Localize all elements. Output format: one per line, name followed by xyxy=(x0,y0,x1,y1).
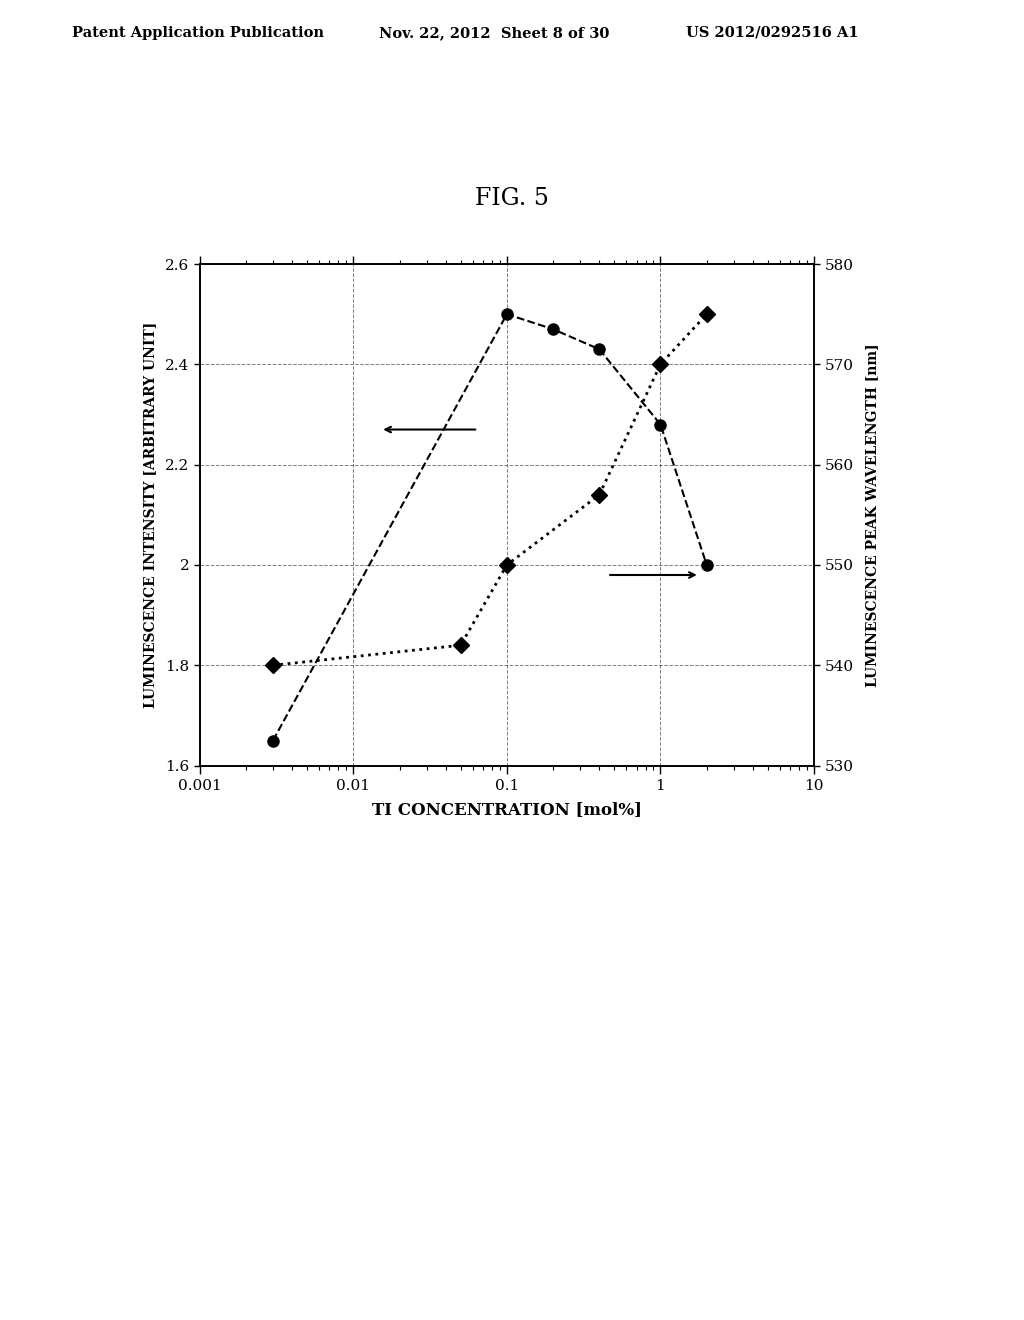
Y-axis label: LUMINESCENCE INTENSITY [ARBITRARY UNIT]: LUMINESCENCE INTENSITY [ARBITRARY UNIT] xyxy=(142,322,157,708)
Text: US 2012/0292516 A1: US 2012/0292516 A1 xyxy=(686,26,859,40)
Text: Patent Application Publication: Patent Application Publication xyxy=(72,26,324,40)
Text: FIG. 5: FIG. 5 xyxy=(475,186,549,210)
Y-axis label: LUMINESCENCE PEAK WAVELENGTH [nm]: LUMINESCENCE PEAK WAVELENGTH [nm] xyxy=(864,343,879,686)
X-axis label: TI CONCENTRATION [mol%]: TI CONCENTRATION [mol%] xyxy=(372,801,642,818)
Text: Nov. 22, 2012  Sheet 8 of 30: Nov. 22, 2012 Sheet 8 of 30 xyxy=(379,26,609,40)
